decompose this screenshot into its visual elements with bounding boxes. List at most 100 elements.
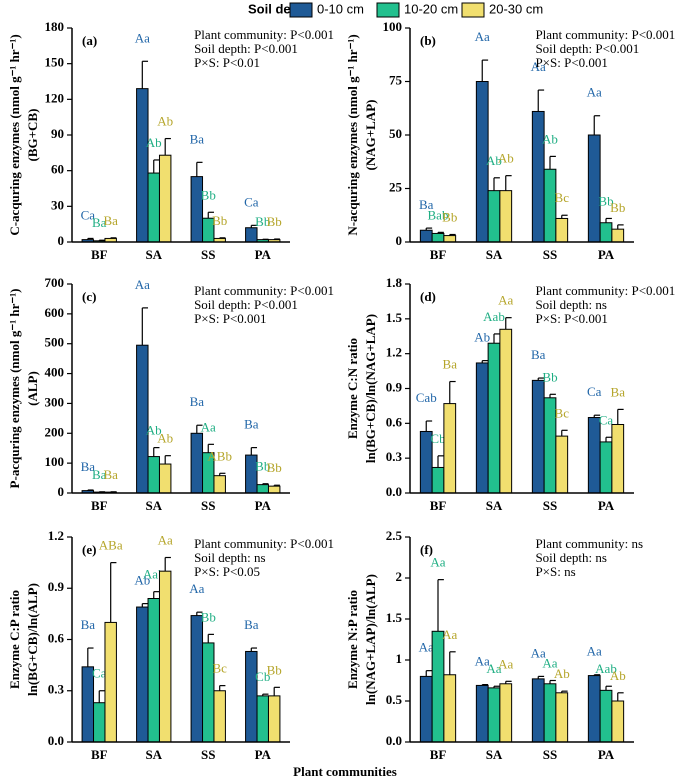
bar — [555, 435, 569, 494]
bar — [136, 606, 149, 743]
y-axis-title: ln(BG+CB)/ln(ALP) — [25, 583, 40, 696]
bar — [256, 484, 269, 494]
bar — [443, 403, 457, 494]
y-tick-label: 600 — [45, 305, 65, 320]
significance-label: Ca — [587, 384, 602, 399]
significance-label: Bb — [542, 369, 557, 384]
bar — [587, 134, 601, 243]
y-tick-label: 0.9 — [48, 579, 65, 594]
y-tick-label: 150 — [45, 55, 65, 70]
x-tick-label: PA — [255, 747, 272, 762]
significance-label: Ba — [92, 215, 107, 230]
y-tick-label: 0.3 — [386, 449, 403, 464]
bar — [202, 642, 215, 743]
significance-label: Ab — [146, 135, 162, 150]
significance-label: Aa — [135, 30, 150, 45]
significance-label: Aa — [498, 293, 513, 308]
y-tick-label: 1.5 — [386, 310, 403, 325]
bar — [136, 88, 149, 243]
significance-label: Ba — [103, 467, 118, 482]
annotation: Plant community: ns — [535, 536, 643, 551]
y-tick-label: 0 — [396, 233, 403, 248]
significance-label: Ba — [103, 213, 118, 228]
significance-label: Bc — [212, 661, 227, 676]
y-tick-label: 100 — [45, 454, 65, 469]
significance-label: Ca — [244, 194, 259, 209]
annotation: Soil depth: ns — [194, 550, 266, 565]
bar — [158, 570, 172, 743]
significance-label: Aa — [442, 627, 457, 642]
bar — [93, 702, 106, 743]
legend-label: 20-30 cm — [489, 1, 543, 16]
significance-label: Bb — [610, 200, 625, 215]
y-tick-label: 0 — [58, 233, 65, 248]
bar — [267, 485, 281, 494]
y-tick-label: 60 — [51, 162, 64, 177]
y-axis-title: Enzyme C:N ratio — [345, 338, 360, 439]
significance-label: Bb — [598, 193, 613, 208]
panel-tag: (b) — [420, 33, 436, 48]
bar — [147, 172, 160, 243]
significance-label: Ba — [611, 384, 626, 399]
bar — [256, 695, 269, 743]
significance-label: Ab — [146, 423, 162, 438]
significance-label: Ab — [157, 114, 173, 129]
x-tick-label: PA — [255, 498, 272, 513]
y-tick-label: 1 — [396, 651, 403, 666]
bar — [443, 674, 457, 743]
significance-label: Bb — [255, 459, 270, 474]
significance-label: Ab — [498, 151, 514, 166]
y-axis-title: ln(NAG+LAP)/ln(ALP) — [363, 574, 378, 705]
bar — [475, 362, 489, 494]
significance-label: Ba — [92, 467, 107, 482]
bar — [499, 190, 513, 243]
y-tick-label: 1.8 — [386, 275, 403, 290]
bar — [555, 692, 569, 743]
x-tick-label: SA — [145, 247, 162, 262]
significance-label: Ab — [554, 666, 570, 681]
y-tick-label: 90 — [51, 126, 64, 141]
significance-label: Aa — [135, 277, 150, 292]
significance-label: Ca — [81, 207, 96, 222]
annotation: P×S: P<0.001 — [535, 55, 607, 70]
annotation: P×S: P<0.05 — [194, 564, 260, 579]
panel-tag: (a) — [82, 33, 97, 48]
significance-label: Ca — [92, 666, 107, 681]
significance-label: Ba — [419, 197, 434, 212]
x-tick-label: SA — [486, 247, 503, 262]
bar — [611, 228, 625, 243]
significance-label: Ba — [190, 394, 205, 409]
y-tick-label: 400 — [45, 365, 65, 380]
bar — [543, 683, 557, 743]
annotation: Plant community: P<0.001 — [535, 283, 675, 298]
significance-label: Bb — [201, 187, 216, 202]
annotation: P×S: P<0.001 — [535, 311, 607, 326]
x-tick-label: SS — [543, 247, 557, 262]
bar — [475, 684, 489, 743]
significance-label: Ba — [244, 417, 259, 432]
bar — [245, 650, 258, 743]
annotation: P×S: ns — [535, 564, 575, 579]
significance-label: Aa — [498, 656, 513, 671]
significance-label: Ba — [244, 617, 259, 632]
significance-label: Ba — [531, 347, 546, 362]
y-tick-label: 0.0 — [386, 733, 402, 748]
y-tick-label: 180 — [45, 19, 65, 34]
bar — [443, 235, 457, 243]
significance-label: Aab — [483, 309, 505, 324]
y-tick-label: 0.6 — [386, 414, 403, 429]
significance-label: Aa — [475, 29, 490, 44]
annotation: P×S: P<0.01 — [194, 55, 260, 70]
bar — [499, 328, 513, 494]
bar — [487, 190, 501, 243]
significance-label: Bc — [555, 190, 570, 205]
y-tick-label: 0 — [58, 484, 65, 499]
y-axis-title: N-acquring enzymes (nmol g⁻¹ hr⁻¹) — [345, 34, 360, 235]
y-axis-title: P-acquring enzymes (nmol g⁻¹ hr⁻¹) — [7, 289, 22, 489]
x-tick-label: BF — [430, 747, 447, 762]
bar — [587, 675, 601, 743]
y-tick-label: 2 — [396, 569, 403, 584]
significance-label: Bb — [267, 662, 282, 677]
x-axis-title: Plant communities — [293, 764, 397, 779]
